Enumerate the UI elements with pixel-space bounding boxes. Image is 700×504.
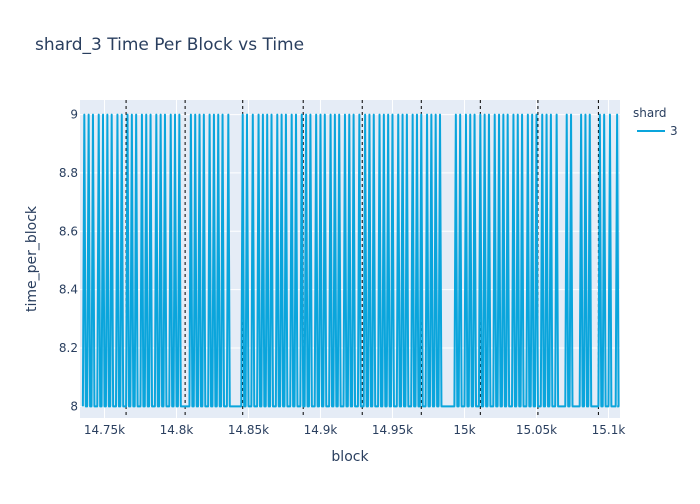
x-tick-label: 14.9k bbox=[304, 423, 338, 437]
x-tick-label: 14.95k bbox=[372, 423, 413, 437]
x-tick-label: 15.1k bbox=[592, 423, 626, 437]
y-tick-label: 8 bbox=[70, 399, 78, 413]
legend-title: shard bbox=[633, 106, 667, 120]
x-tick-label: 15.05k bbox=[516, 423, 557, 437]
series-line[interactable] bbox=[81, 113, 620, 408]
x-axis-title: block bbox=[331, 449, 369, 465]
y-tick-label: 8.8 bbox=[59, 166, 78, 180]
x-tick-labels: 14.75k 14.8k 14.85k 14.9k 14.95k 15k 15.05k 15.… bbox=[84, 423, 626, 437]
y-tick-labels: 8 8.2 8.4 8.6 8.8 9 bbox=[59, 108, 78, 414]
y-tick-label: 8.6 bbox=[59, 224, 78, 238]
x-tick-label: 14.85k bbox=[228, 423, 269, 437]
legend-item-label[interactable]: 3 bbox=[670, 124, 678, 138]
x-tick-label: 14.8k bbox=[160, 423, 194, 437]
y-axis-title: time_per_block bbox=[24, 205, 40, 312]
y-tick-label: 8.4 bbox=[59, 283, 78, 297]
y-tick-label: 8.2 bbox=[59, 341, 78, 355]
x-tick-label: 15k bbox=[453, 423, 475, 437]
y-tick-label: 9 bbox=[70, 108, 78, 122]
series-layer bbox=[81, 113, 620, 408]
legend[interactable]: shard 3 bbox=[633, 106, 678, 138]
x-tick-label: 14.75k bbox=[84, 423, 125, 437]
chart-title: shard_3 Time Per Block vs Time bbox=[35, 35, 304, 55]
